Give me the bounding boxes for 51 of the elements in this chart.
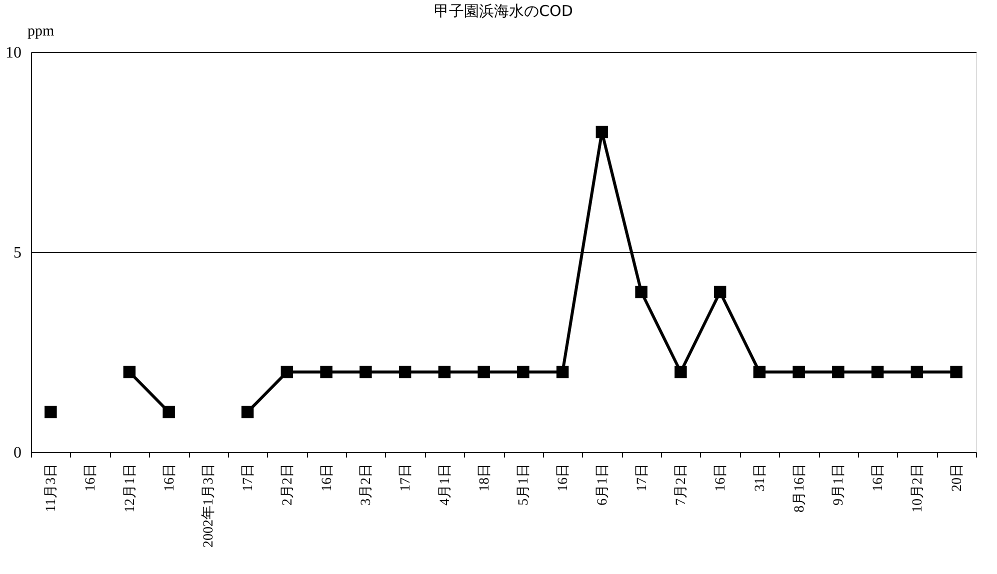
x-tick-label: 4月1日 [438, 464, 453, 506]
point [714, 286, 726, 298]
x-tick-label: 16日 [162, 464, 178, 492]
x-tick-label: 20日 [950, 464, 965, 492]
x-tick-label: 17日 [634, 464, 650, 492]
y-axis-title: ppm [28, 24, 54, 40]
y-tick-label: 0 [14, 444, 22, 462]
point [871, 366, 884, 378]
x-tick-label: 16日 [714, 464, 729, 492]
x-tick-label: 10月2日 [910, 464, 926, 512]
point [162, 406, 175, 418]
x-tick-label: 16日 [320, 464, 335, 492]
x-tick-label: 5月1日 [516, 464, 532, 506]
point [556, 366, 569, 378]
point [478, 366, 490, 378]
point [360, 366, 372, 378]
x-tick-label: 31日 [752, 464, 768, 492]
x-tick-label: 2002年1月3日 [200, 464, 217, 548]
point [792, 366, 805, 378]
x-tick-label: 17日 [241, 464, 256, 492]
x-tick-label: 8月16日 [792, 464, 808, 512]
x-tick-label: 18日 [477, 464, 492, 492]
y-tick-label: 10 [6, 44, 22, 62]
point [398, 366, 412, 378]
x-tick-label: 12月1日 [122, 464, 138, 512]
x-tick-label: 7月2日 [674, 464, 690, 506]
x-tick-label: 2月2日 [280, 464, 296, 506]
point [674, 366, 687, 378]
x-tick-label: 9月1日 [832, 464, 847, 506]
y-tick-label: 5 [14, 244, 22, 262]
x-tick-label: 6月1日 [595, 464, 610, 506]
x-tick-label: 16日 [556, 464, 572, 492]
x-tick-label: 16日 [84, 464, 99, 492]
point [44, 406, 57, 418]
x-tick-label: 3月2日 [359, 464, 374, 506]
x-tick-label: 17日 [398, 464, 414, 492]
x-tick-label: 16日 [871, 464, 886, 492]
point [123, 366, 136, 378]
point [438, 366, 451, 378]
point [635, 286, 648, 298]
point [832, 366, 844, 378]
point [320, 366, 332, 378]
chart-title: 甲子園浜海水のCOD [434, 2, 573, 20]
point [241, 406, 254, 418]
point [950, 366, 962, 378]
point [280, 366, 294, 378]
point [753, 366, 766, 378]
point [910, 366, 924, 378]
point [517, 366, 530, 378]
x-tick-label: 11月3日 [44, 464, 60, 512]
point [596, 126, 608, 138]
